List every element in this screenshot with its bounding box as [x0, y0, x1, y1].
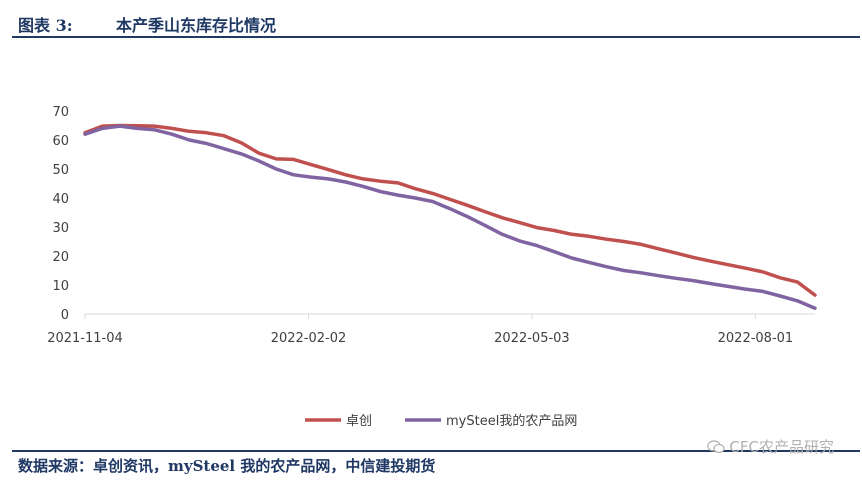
y-tick-label: 50	[52, 163, 69, 178]
x-tick-label: 2022-05-03	[494, 331, 570, 346]
series-line-2	[83, 124, 817, 310]
y-tick-label: 60	[52, 134, 69, 149]
watermark-text: CFC农产品研究	[729, 438, 834, 456]
y-tick-label: 20	[52, 250, 69, 265]
legend: 卓创 mySteel我的农产品网	[305, 413, 577, 429]
series-line-1	[83, 123, 817, 297]
inventory-ratio-line-chart: 0 10 20 30 40 50 60 70 2021-11-04 2022-02-02 2022…	[47, 105, 817, 429]
x-tick-label: 2022-02-02	[271, 331, 347, 346]
y-tick-label: 0	[61, 308, 69, 323]
y-tick-label: 70	[52, 105, 69, 120]
figure-header: 图表 3: 本产季山东库存比情况	[12, 8, 862, 36]
source-note: 数据来源：卓创资讯，mySteel 我的农产品网，中信建投期货	[18, 457, 436, 475]
y-tick-label: 10	[52, 279, 69, 294]
footer-rule	[12, 450, 860, 452]
figure-title: 本产季山东库存比情况	[116, 16, 277, 35]
x-tick-label: 2022-08-01	[718, 331, 794, 346]
x-tick-label: 2021-11-04	[47, 331, 123, 346]
series-layer	[83, 123, 817, 310]
figure-label: 图表 3:	[18, 16, 73, 35]
y-tick-label: 30	[52, 221, 69, 236]
watermark: CFC农产品研究	[707, 436, 834, 457]
y-tick-label: 40	[52, 192, 69, 207]
legend-label-2: mySteel我的农产品网	[446, 413, 577, 429]
x-axis: 2021-11-04 2022-02-02 2022-05-03 2022-08-01	[47, 313, 815, 346]
wechat-icon	[707, 439, 726, 453]
y-axis: 0 10 20 30 40 50 60 70	[52, 105, 69, 323]
legend-label-1: 卓创	[346, 414, 372, 429]
header-rule	[12, 36, 860, 38]
